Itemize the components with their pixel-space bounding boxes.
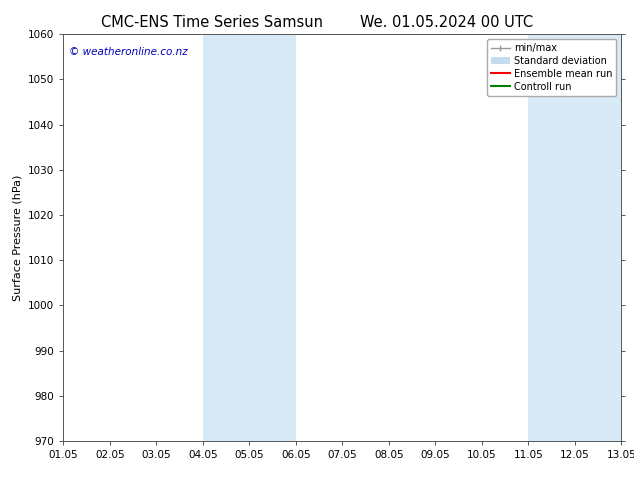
Y-axis label: Surface Pressure (hPa): Surface Pressure (hPa) [13,174,23,301]
Bar [203,34,296,441]
Text: CMC-ENS Time Series Samsun        We. 01.05.2024 00 UTC: CMC-ENS Time Series Samsun We. 01.05.202… [101,15,533,30]
Bar [528,34,621,441]
Text: © weatheronline.co.nz: © weatheronline.co.nz [69,47,188,56]
Legend: min/max, Standard deviation, Ensemble mean run, Controll run: min/max, Standard deviation, Ensemble me… [487,39,616,96]
